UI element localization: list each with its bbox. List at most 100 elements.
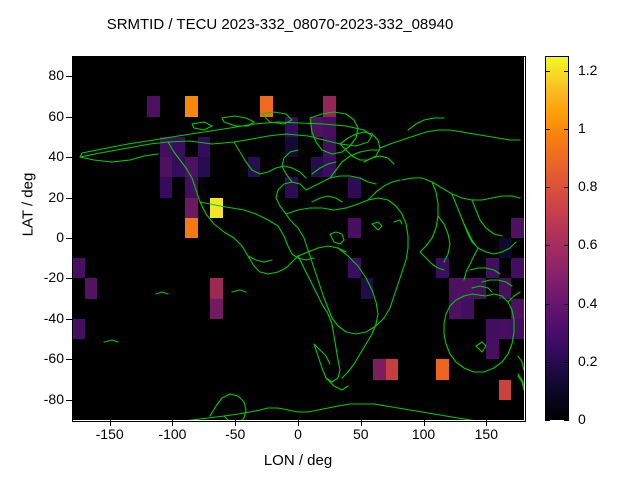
colorbar-tick-mark (564, 128, 569, 130)
heatmap-cell (498, 379, 512, 400)
y-tick-label: 0 (56, 229, 64, 245)
heatmap-cell (498, 318, 512, 340)
y-tick-mark (66, 238, 72, 239)
heatmap-cell (147, 96, 160, 117)
heatmap-cell (323, 157, 336, 178)
colorbar-tick-label: 1 (578, 119, 586, 136)
y-tick-mark (66, 157, 72, 159)
colorbar-tick-label: 0.2 (578, 352, 598, 369)
x-tick-mark (109, 420, 111, 426)
heatmap-cell (159, 157, 173, 178)
colorbar-tick-mark (564, 245, 569, 247)
heatmap-cell (486, 339, 499, 360)
y-tick-label: 80 (48, 67, 64, 84)
heatmap-cell (486, 318, 499, 340)
heatmap-cell (498, 238, 512, 259)
heatmap-cell (260, 96, 273, 117)
heatmap-cell (185, 177, 198, 198)
heatmap-cell (185, 197, 198, 218)
coastline-overlay (79, 111, 524, 420)
x-tick-label: 0 (294, 426, 302, 442)
colorbar-tick-mark (545, 128, 550, 130)
heatmap-cell (348, 177, 361, 198)
y-tick-mark (66, 116, 72, 118)
heatmap-cell (461, 298, 474, 319)
heatmap-cell (210, 197, 223, 218)
y-axis-label: LAT / deg (19, 172, 37, 237)
heatmap-cell (436, 359, 449, 380)
y-tick-mark (66, 278, 72, 280)
y-tick-mark (66, 399, 72, 401)
colorbar-tick-mark (564, 70, 569, 72)
colorbar-tick-label: 0.4 (578, 294, 598, 311)
colorbar-tick-mark (545, 361, 550, 363)
colorbar-tick-mark (545, 187, 550, 189)
heatmap-axes[interactable] (72, 56, 524, 420)
y-tick-label: 20 (48, 188, 64, 205)
x-tick-mark (172, 420, 174, 426)
heatmap-cell (185, 96, 198, 117)
colorbar-tick-mark (545, 420, 550, 421)
heatmap-cell (486, 258, 499, 279)
colorbar-tick-label: 0.6 (578, 236, 598, 253)
colorbar-tick-mark (545, 303, 550, 305)
x-tick-label: -50 (225, 426, 246, 442)
heatmap-cell (511, 258, 524, 279)
page-title: SRMTID / TECU 2023-332_08070-2023-332_08… (106, 16, 454, 33)
x-tick-label: 50 (352, 426, 369, 442)
y-tick-label: 60 (48, 107, 64, 124)
y-tick-mark (66, 359, 72, 361)
colorbar-tick-label: 0.8 (578, 178, 598, 195)
x-tick-mark (486, 420, 488, 426)
x-tick-mark (360, 420, 362, 426)
heatmap-cell (323, 116, 336, 137)
heatmap-cell (84, 278, 98, 299)
y-tick-label: -80 (43, 390, 64, 407)
colorbar[interactable] (545, 56, 569, 420)
heatmap-cell (511, 298, 524, 319)
heatmap-cell (310, 116, 324, 137)
x-tick-mark (298, 420, 299, 426)
x-tick-label: -150 (95, 426, 124, 442)
heatmap-cell (72, 258, 85, 279)
heatmap-cell (159, 177, 173, 198)
heatmap-cell (448, 278, 462, 299)
heatmap-cell (210, 298, 223, 319)
y-tick-mark (66, 76, 72, 78)
y-tick-label: 40 (48, 148, 64, 165)
y-tick-label: -40 (43, 309, 64, 326)
x-tick-mark (423, 420, 425, 426)
x-tick-label: 100 (411, 426, 436, 442)
x-tick-label: 150 (474, 426, 498, 442)
colorbar-tick-label: 0 (578, 411, 586, 427)
heatmap-cell (185, 217, 198, 238)
x-axis-label: LON / deg (263, 452, 333, 469)
heatmap-cell (285, 136, 298, 158)
y-tick-label: -60 (43, 350, 64, 367)
heatmap-cell (197, 157, 211, 178)
colorbar-tick-mark (564, 303, 569, 305)
colorbar-tick-mark (564, 361, 569, 363)
y-tick-mark (66, 318, 72, 320)
x-tick-label: -100 (158, 426, 187, 442)
x-tick-mark (235, 420, 237, 426)
heatmap-cell (72, 318, 85, 340)
colorbar-tick-mark (564, 420, 569, 421)
heatmap-cell (511, 318, 524, 340)
colorbar-tick-label: 1.2 (578, 61, 598, 78)
y-tick-label: -20 (43, 269, 64, 286)
heatmap-cell (373, 359, 386, 380)
heatmap-cell (436, 258, 449, 279)
heatmap-cell (323, 96, 336, 117)
heatmap-cell (348, 217, 361, 238)
heatmap-cell (461, 278, 474, 299)
heatmap-cell (511, 217, 524, 238)
heatmap-cell (348, 258, 361, 279)
colorbar-tick-mark (545, 245, 550, 247)
colorbar-tick-mark (545, 70, 550, 72)
heatmap-cell (473, 278, 487, 299)
heatmap-cell (385, 359, 399, 380)
heatmap-cell (360, 278, 374, 299)
colorbar-tick-mark (564, 187, 569, 189)
